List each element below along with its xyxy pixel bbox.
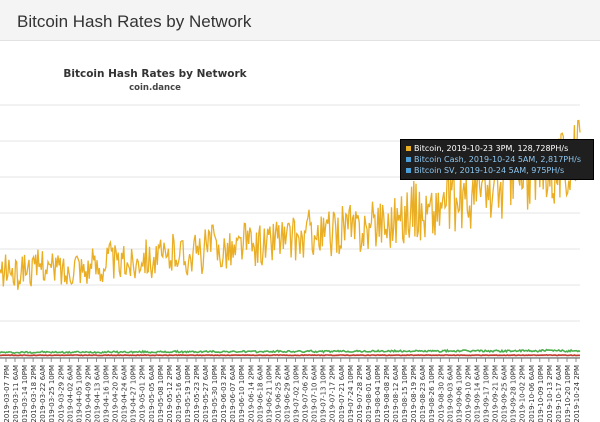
series-line-bitcoin-cash[interactable] [0,348,581,355]
series-marker-icon [406,146,411,151]
x-tick-label: 2019-06-10 10PM [238,365,246,422]
tooltip-text: Bitcoin, 2019-10-23 3PM, 128,728PH/s [414,144,569,153]
x-tick-label: 2019-07-10 6AM [311,365,319,422]
x-tick-label: 2019-05-08 10PM [157,365,165,422]
x-tick-label: 2019-03-07 7PM [3,365,11,422]
x-tick-label: 2019-09-06 10PM [455,365,463,422]
x-tick-label: 2019-08-15 10PM [401,365,409,422]
tooltip-row-bitcoin: Bitcoin, 2019-10-23 3PM, 128,728PH/s [406,143,588,154]
x-tick-label: 2019-05-30 10PM [211,365,219,422]
x-tick-label: 2019-08-26 10PM [428,365,436,422]
x-tick-label: 2019-10-17 6AM [555,365,563,422]
x-tick-label: 2019-10-24 2PM [573,365,581,422]
x-tick-label: 2019-05-05 6AM [148,365,156,422]
x-tick-label: 2019-06-14 2PM [247,365,255,422]
x-axis: 2019-03-07 7PM 2019-03-11 6AM 2019-03-14 1… [0,357,581,422]
x-tick-label: 2019-09-21 2PM [492,365,500,422]
x-tick-label: 2019-08-08 2PM [383,365,391,422]
x-tick-label: 2019-04-05 10PM [75,365,83,422]
x-tick-label: 2019-07-13 10PM [320,365,328,422]
x-tick-label: 2019-05-12 2PM [166,365,174,422]
tooltip-row-bitcoin-cash: Bitcoin Cash, 2019-10-24 5AM, 2,817PH/s [406,154,588,165]
x-tick-label: 2019-03-18 2PM [30,365,38,422]
x-tick-label: 2019-05-23 2PM [193,365,201,422]
x-tick-label: 2019-07-17 2PM [329,365,337,422]
x-tick-label: 2019-09-17 10PM [483,365,491,422]
x-tick-label: 2019-07-21 6AM [338,365,346,422]
series-marker-icon [406,157,411,162]
x-tick-label: 2019-10-06 6AM [528,365,536,422]
x-tick-label: 2019-04-24 6AM [121,365,129,422]
x-tick-label: 2019-08-01 6AM [365,365,373,422]
x-tick-label: 2019-07-24 10PM [347,365,355,422]
x-tick-label: 2019-04-09 2PM [84,365,92,422]
chart-subtitle: coin.dance [129,83,181,93]
x-tick-label: 2019-06-07 6AM [229,365,237,422]
x-tick-label: 2019-08-12 6AM [392,365,400,422]
series-line-bitcoin-sv[interactable] [0,353,580,357]
x-tick-label: 2019-05-27 6AM [202,365,210,422]
x-tick-label: 2019-07-02 10PM [293,365,301,422]
x-tick-label: 2019-07-06 2PM [302,365,310,422]
x-tick-label: 2019-05-01 2PM [139,365,147,422]
x-tick-label: 2019-06-25 2PM [274,365,282,422]
page-header: Bitcoin Hash Rates by Network [0,0,600,41]
x-tick-label: 2019-03-29 2PM [57,365,65,422]
x-tick-label: 2019-03-25 10PM [48,365,56,422]
x-tick-label: 2019-10-20 10PM [564,365,572,422]
x-tick-label: 2019-06-18 6AM [256,365,264,422]
x-tick-label: 2019-09-25 6AM [501,365,509,422]
x-tick-label: 2019-03-11 6AM [12,365,20,422]
x-tick-label: 2019-09-03 6AM [446,365,454,422]
chart-title: Bitcoin Hash Rates by Network [63,68,247,80]
x-tick-label: 2019-06-29 6AM [284,365,292,422]
x-tick-label: 2019-10-09 10PM [537,365,545,422]
x-tick-label: 2019-10-02 2PM [519,365,527,422]
tooltip-text: Bitcoin SV, 2019-10-24 5AM, 975PH/s [414,166,565,175]
x-tick-label: 2019-08-19 2PM [410,365,418,422]
x-tick-label: 2019-09-14 6AM [474,365,482,422]
x-tick-label: 2019-04-20 2PM [112,365,120,422]
x-tick-label: 2019-08-04 10PM [374,365,382,422]
hover-tooltip: Bitcoin, 2019-10-23 3PM, 128,728PH/s Bitc… [400,139,594,180]
x-tick-label: 2019-09-28 10PM [510,365,518,422]
x-tick-label: 2019-10-13 2PM [546,365,554,422]
chart-grid [0,104,580,358]
series-marker-icon [406,168,411,173]
x-tick-label: 2019-08-23 6AM [419,365,427,422]
page-title: Bitcoin Hash Rates by Network [17,12,252,31]
hash-rate-chart[interactable]: Bitcoin Hash Rates by Network coin.dance… [0,41,600,422]
x-tick-label: 2019-04-27 10PM [130,365,138,422]
x-tick-label: 2019-08-30 2PM [437,365,445,422]
x-tick-label: 2019-05-16 6AM [175,365,183,422]
x-tick-label: 2019-04-13 6AM [94,365,102,422]
x-tick-label: 2019-06-03 2PM [220,365,228,422]
x-tick-label: 2019-07-28 2PM [356,365,364,422]
x-tick-label: 2019-04-16 10PM [103,365,111,422]
tooltip-text: Bitcoin Cash, 2019-10-24 5AM, 2,817PH/s [414,155,581,164]
tooltip-row-bitcoin-sv: Bitcoin SV, 2019-10-24 5AM, 975PH/s [406,165,588,176]
x-tick-label: 2019-03-22 6AM [39,365,47,422]
x-tick-label: 2019-03-14 10PM [21,365,29,422]
x-tick-label: 2019-05-19 10PM [184,365,192,422]
x-tick-label: 2019-06-21 10PM [265,365,273,422]
x-tick-label: 2019-09-10 2PM [464,365,472,422]
x-tick-label: 2019-04-02 6AM [66,365,74,422]
